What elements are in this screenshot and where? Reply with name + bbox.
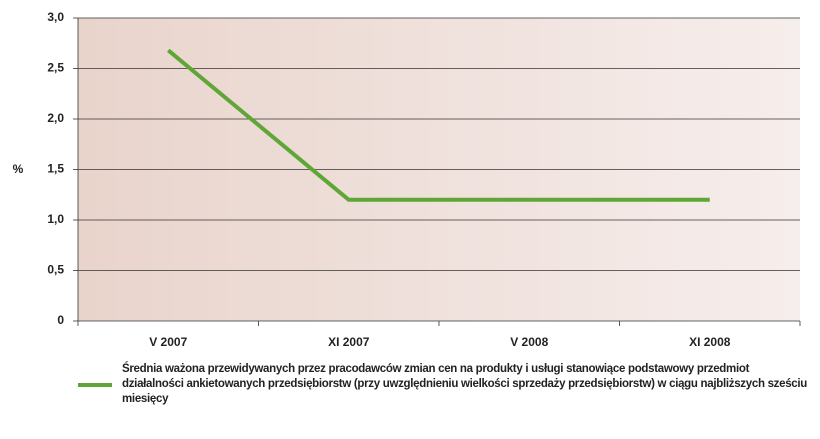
y-tick-label: 0,5 <box>47 263 64 277</box>
x-tick-label: V 2007 <box>149 335 187 349</box>
y-axis-label: % <box>13 162 24 176</box>
legend-swatch <box>78 382 112 387</box>
y-tick-label: 3,0 <box>47 10 64 24</box>
y-tick-label: 2,0 <box>47 111 64 125</box>
legend: Średnia ważona przewidywanych przez prac… <box>78 362 813 407</box>
y-tick-label: 0 <box>57 313 64 327</box>
y-tick-label: 2,5 <box>47 61 64 75</box>
x-tick-label: XI 2007 <box>328 335 370 349</box>
chart: % 0 0,5 1,0 1,5 2,0 2,5 3,0 V 2007 XI 2007 V 2008… <box>13 10 801 349</box>
y-tick-label: 1,0 <box>47 212 64 226</box>
x-tick-label: V 2008 <box>510 335 548 349</box>
data-line <box>166 48 710 202</box>
x-tick-label: XI 2008 <box>689 335 731 349</box>
legend-label: Średnia ważona przewidywanych przez prac… <box>122 363 808 405</box>
y-tick-label: 1,5 <box>47 162 64 176</box>
